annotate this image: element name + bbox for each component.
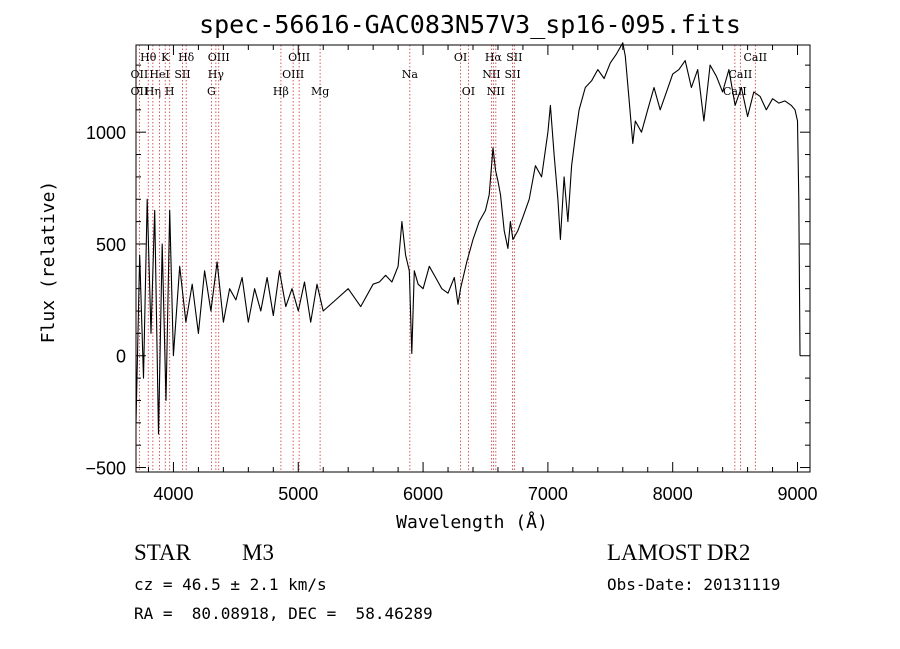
- obs-date: Obs-Date: 20131119: [607, 575, 781, 594]
- line-marker-label: SII: [506, 51, 522, 64]
- x-tick-label: 6000: [403, 484, 443, 504]
- x-tick-label: 7000: [528, 484, 568, 504]
- line-marker-label: CaII: [743, 51, 767, 64]
- survey-name: LAMOST DR2: [607, 540, 751, 565]
- redshift-text: cz = 46.5 ± 2.1 km/s: [134, 575, 327, 594]
- line-marker-label: OI: [462, 85, 475, 98]
- plot-frame: [135, 44, 811, 473]
- line-marker-label: OII: [131, 68, 149, 81]
- line-marker-label: Hη: [145, 85, 161, 98]
- line-marker-label: Hγ: [208, 68, 225, 81]
- y-tick-label: 0: [116, 347, 126, 367]
- line-marker-label: OIII: [208, 51, 230, 64]
- spectral-line-markers: OII OII Hθ Hη HeI K H SII Hδ G Hγ OIII Hβ OIII OIII Mg N…: [131, 45, 767, 472]
- y-tick-label: 1000: [86, 123, 126, 143]
- line-marker-label: Hδ: [178, 51, 195, 64]
- line-marker-label: NII: [487, 85, 505, 98]
- axis-ticks: 4000 5000 6000 7000 8000 9000 −500 0 500 1000: [85, 45, 818, 504]
- line-marker-label: SII: [174, 68, 190, 81]
- y-axis-label: Flux (relative): [38, 181, 59, 344]
- x-tick-label: 5000: [278, 484, 318, 504]
- x-tick-label: 8000: [653, 484, 693, 504]
- line-marker-label: OI: [454, 51, 467, 64]
- y-tick-label: 500: [96, 235, 126, 255]
- line-marker-label: Hθ: [140, 51, 157, 64]
- line-marker-label: Mg: [311, 85, 329, 98]
- x-tick-label: 9000: [777, 484, 817, 504]
- line-marker-label: OII: [131, 85, 149, 98]
- spectrum-line: [135, 42, 801, 435]
- line-marker-label: SII: [504, 68, 520, 81]
- line-marker-label: NII: [482, 68, 500, 81]
- line-marker-label: Hβ: [273, 85, 289, 98]
- object-subclass: M3: [242, 540, 274, 565]
- x-tick-label: 4000: [153, 484, 193, 504]
- line-marker-label: CaII: [729, 68, 753, 81]
- line-marker-label: OIII: [288, 51, 310, 64]
- line-marker-label: Na: [402, 68, 419, 81]
- x-axis-label: Wavelength (Å): [396, 511, 548, 533]
- y-tick-label: −500: [85, 459, 126, 479]
- object-class: STAR: [134, 540, 191, 565]
- coordinates: RA = 80.08918, DEC = 58.46289: [134, 604, 433, 623]
- line-marker-label: Hα: [485, 51, 503, 64]
- line-marker-label: H: [165, 85, 175, 98]
- line-marker-label: HeI: [149, 68, 169, 81]
- line-marker-label: OIII: [282, 68, 304, 81]
- line-marker-label: G: [207, 85, 216, 98]
- line-marker-label: K: [161, 51, 170, 64]
- chart-title: spec-56616-GAC083N57V3_sp16-095.fits: [199, 10, 741, 39]
